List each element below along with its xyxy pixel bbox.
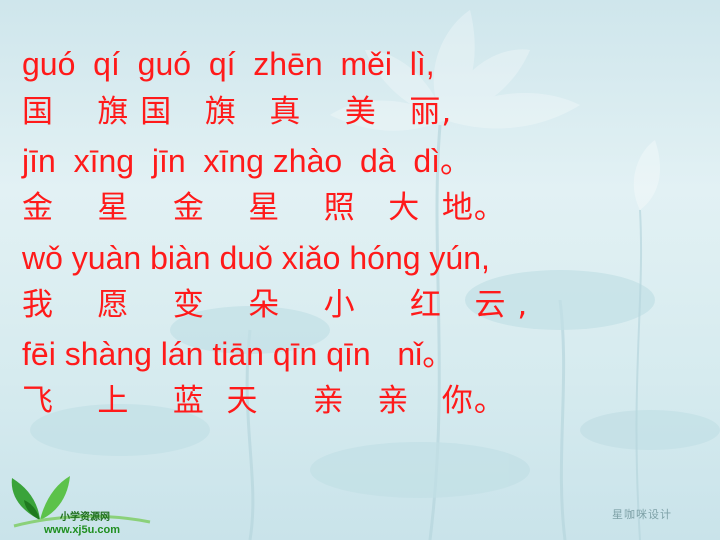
site-logo-icon	[11, 476, 151, 528]
poem-line-3-pinyin: wǒ yuàn biàn duǒ xiǎo hóng yún,	[22, 240, 490, 276]
poem-line-2-pinyin: jīn xīng jīn xīng zhào dà dì。	[22, 143, 473, 179]
logo-site-url[interactable]: www.xj5u.com	[44, 524, 121, 536]
designer-credit: 星咖咪设计	[612, 508, 672, 521]
poem-line-1-pinyin: guó qí guó qí zhēn měi lì,	[22, 46, 435, 82]
poem-line-1-hanzi: 国 旗 国 旗 真 美 丽,	[22, 94, 453, 130]
poem-line-3-hanzi: 我 愿 变 朵 小 红 云 ,	[22, 287, 529, 323]
poem-line-2-hanzi: 金 星 金 星 照 大 地。	[22, 190, 506, 226]
poem-line-4-pinyin: fēi shàng lán tiān qīn qīn nǐ。	[22, 336, 455, 372]
logo-site-name: 小学资源网	[60, 512, 110, 523]
poem-line-4-hanzi: 飞 上 蓝 天 亲 亲 你。	[22, 383, 506, 419]
